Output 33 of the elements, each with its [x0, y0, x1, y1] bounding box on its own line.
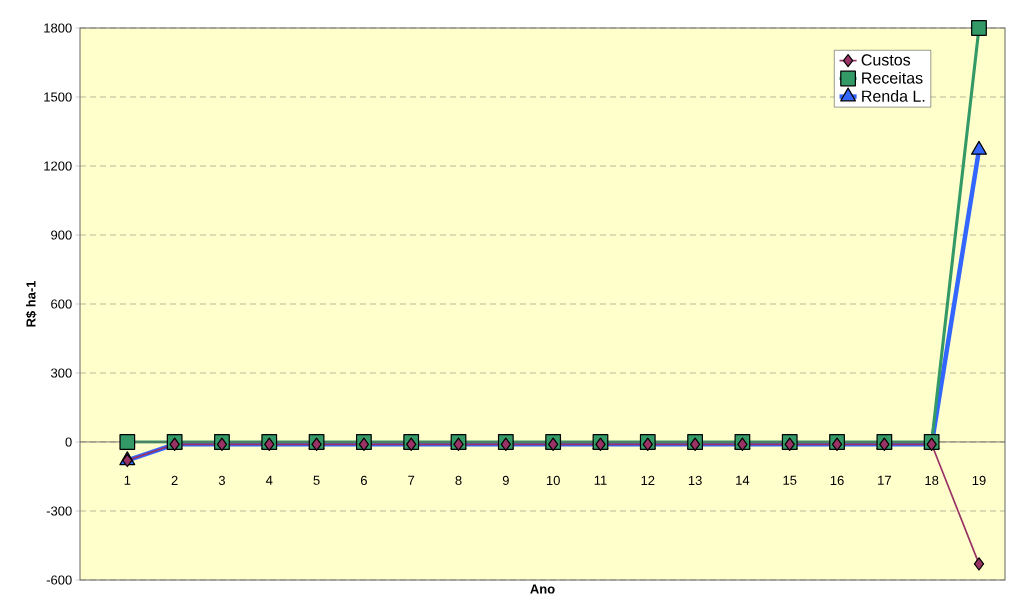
legend-label: Receitas — [862, 71, 923, 84]
x-tick-label: 18 — [925, 475, 939, 485]
x-tick-label: 19 — [972, 475, 986, 485]
x-tick-label: 3 — [218, 475, 225, 485]
x-tick-label: 7 — [408, 475, 415, 485]
legend-label: Renda L. — [862, 90, 925, 102]
y-tick-label: 1200 — [44, 161, 72, 171]
x-tick-label: 17 — [878, 475, 891, 485]
x-tick-label: 4 — [265, 475, 273, 485]
y-axis-title: R$ ha-1 — [25, 280, 37, 327]
x-tick-label: 13 — [688, 475, 702, 485]
x-tick-label: 5 — [313, 475, 320, 485]
y-tick-label: 1500 — [44, 92, 72, 102]
x-tick-label: 15 — [783, 475, 797, 485]
x-tick-label: 16 — [830, 475, 844, 485]
y-tick-label: 1800 — [44, 23, 72, 33]
x-tick-label: 8 — [455, 475, 462, 485]
y-tick-label: -300 — [46, 506, 72, 516]
y-tick-label: 300 — [51, 368, 72, 378]
x-tick-label: 9 — [502, 475, 509, 485]
y-tick-label: 900 — [51, 230, 72, 240]
x-tick-label: 11 — [594, 475, 607, 485]
y-tick-label: -600 — [46, 575, 72, 585]
y-tick-label: 600 — [51, 299, 72, 309]
x-tick-label: 6 — [360, 475, 367, 485]
x-tick-label: 1 — [124, 475, 131, 485]
x-tick-label: 2 — [171, 475, 178, 485]
x-tick-label: 14 — [736, 475, 750, 485]
x-tick-label: 10 — [546, 475, 560, 485]
legend-label: Custos — [861, 54, 911, 66]
y-tick-label: 0 — [65, 437, 72, 447]
x-axis-title: Ano — [530, 584, 555, 594]
x-tick-label: 12 — [641, 475, 655, 485]
